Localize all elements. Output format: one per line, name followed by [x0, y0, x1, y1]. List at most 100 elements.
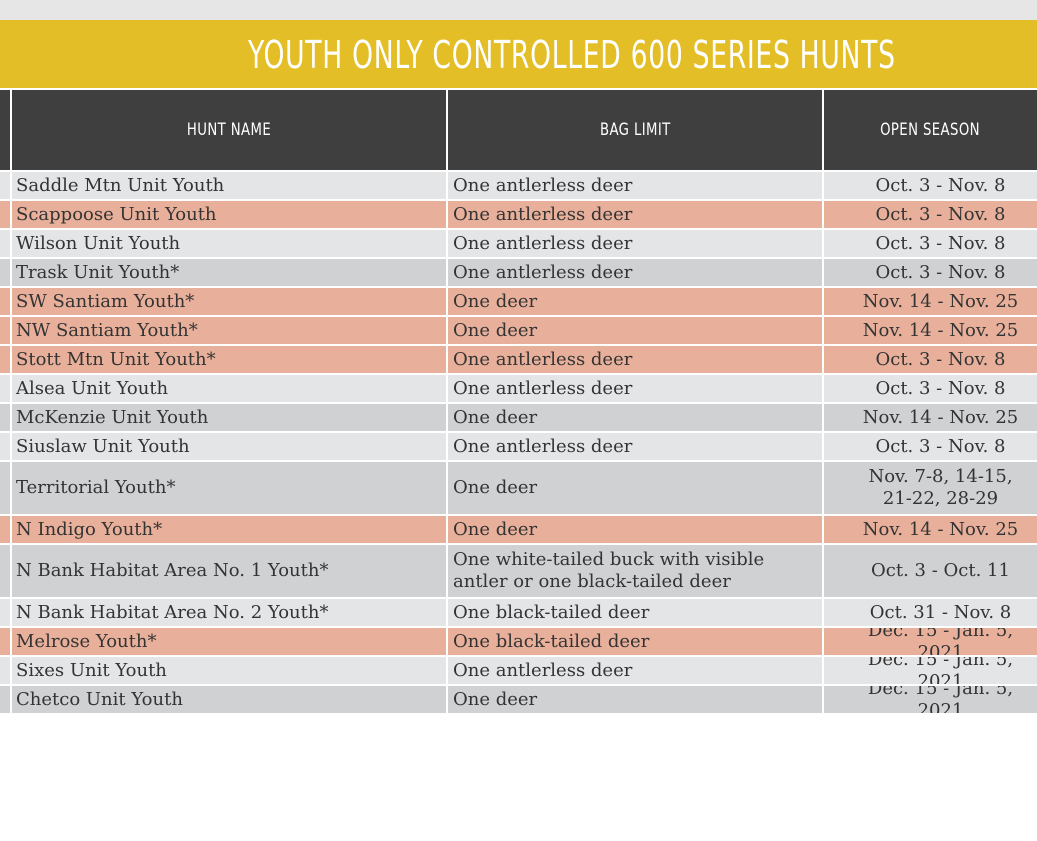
open-season-cell: Oct. 3 - Nov. 8 [824, 259, 1037, 286]
hunt-name-cell: N Indigo Youth* [12, 516, 446, 543]
header-edge-cell [0, 90, 10, 170]
row-edge-cell [0, 462, 10, 514]
table-row: Wilson Unit Youth One antlerless deer Oct.… [0, 230, 1037, 259]
row-edge-cell [0, 433, 10, 460]
table-row: Alsea Unit Youth One antlerless deer Oct. … [0, 375, 1037, 404]
table-row: NW Santiam Youth* One deer Nov. 14 - Nov. … [0, 317, 1037, 346]
open-season-cell-text: Oct. 3 - Nov. 8 [875, 348, 1006, 370]
open-season-cell: Nov. 14 - Nov. 25 [824, 317, 1037, 344]
header-open-season: OPEN SEASON [824, 90, 1037, 170]
open-season-cell-text: Dec. 15 - Jan. 5, 2021 [867, 657, 1014, 684]
bag-limit-cell-text: One antlerless deer [453, 203, 633, 225]
open-season-cell: Oct. 3 - Nov. 8 [824, 375, 1037, 402]
header-open-season-label: OPEN SEASON [880, 120, 981, 140]
open-season-cell: Oct. 3 - Nov. 8 [824, 230, 1037, 257]
bag-limit-cell: One deer [448, 317, 822, 344]
bag-limit-cell-text: One antlerless deer [453, 659, 633, 681]
bag-limit-cell-text: One antlerless deer [453, 377, 633, 399]
bag-limit-cell-text: One black-tailed deer [453, 630, 650, 652]
open-season-cell: Dec. 15 - Jan. 5, 2021 [824, 628, 1037, 655]
bag-limit-cell-text: One white-tailed buck with visible antle… [453, 549, 765, 592]
bag-limit-cell-text: One black-tailed deer [453, 601, 650, 623]
open-season-cell-text: Oct. 3 - Nov. 8 [875, 435, 1006, 457]
hunt-name-cell-text: Alsea Unit Youth [16, 377, 169, 399]
bag-limit-cell: One antlerless deer [448, 172, 822, 199]
table-row: Stott Mtn Unit Youth* One antlerless deer… [0, 346, 1037, 375]
open-season-cell: Oct. 3 - Nov. 8 [824, 172, 1037, 199]
page-title: YOUTH ONLY CONTROLLED 600 SERIES HUNTS [248, 33, 896, 77]
row-edge-cell [0, 317, 10, 344]
bag-limit-cell: One antlerless deer [448, 346, 822, 373]
table-row: N Indigo Youth* One deer Nov. 14 - Nov. 25 [0, 516, 1037, 545]
hunt-name-cell: Sixes Unit Youth [12, 657, 446, 684]
hunt-name-cell-text: Territorial Youth* [16, 477, 176, 498]
hunt-name-cell-text: Melrose Youth* [16, 630, 157, 652]
open-season-cell: Dec. 15 - Jan. 5, 2021 [824, 686, 1037, 713]
hunt-name-cell: Wilson Unit Youth [12, 230, 446, 257]
row-edge-cell [0, 288, 10, 315]
bag-limit-cell-text: One antlerless deer [453, 348, 633, 370]
bag-limit-cell: One deer [448, 686, 822, 713]
open-season-cell-text: Nov. 14 - Nov. 25 [862, 406, 1019, 428]
table-row: Chetco Unit Youth One deer Dec. 15 - Jan. … [0, 686, 1037, 715]
table-row: N Bank Habitat Area No. 2 Youth* One blac… [0, 599, 1037, 628]
bag-limit-cell: One deer [448, 288, 822, 315]
header-hunt-name: HUNT NAME [12, 90, 446, 170]
bag-limit-cell-text: One deer [453, 477, 538, 498]
hunt-name-cell: Alsea Unit Youth [12, 375, 446, 402]
table-row: Trask Unit Youth* One antlerless deer Oct.… [0, 259, 1037, 288]
open-season-cell-text: Nov. 14 - Nov. 25 [862, 290, 1019, 312]
hunt-name-cell-text: Trask Unit Youth* [16, 261, 180, 283]
open-season-cell-text: Oct. 3 - Oct. 11 [871, 560, 1010, 581]
hunts-table-body: Saddle Mtn Unit Youth One antlerless deer… [0, 172, 1037, 841]
row-edge-cell [0, 172, 10, 199]
row-edge-cell [0, 375, 10, 402]
table-row: SW Santiam Youth* One deer Nov. 14 - Nov. … [0, 288, 1037, 317]
hunt-name-cell: Stott Mtn Unit Youth* [12, 346, 446, 373]
hunt-name-cell-text: NW Santiam Youth* [16, 319, 198, 341]
row-edge-cell [0, 201, 10, 228]
hunt-name-cell-text: Chetco Unit Youth [16, 688, 183, 710]
open-season-cell: Oct. 3 - Nov. 8 [824, 433, 1037, 460]
title-banner: YOUTH ONLY CONTROLLED 600 SERIES HUNTS [0, 20, 1037, 88]
open-season-cell: Dec. 15 - Jan. 5, 2021 [824, 657, 1037, 684]
row-edge-cell [0, 628, 10, 655]
hunt-name-cell-text: SW Santiam Youth* [16, 290, 195, 312]
hunt-name-cell: Melrose Youth* [12, 628, 446, 655]
header-bag-limit: BAG LIMIT [448, 90, 822, 170]
header-hunt-name-label: HUNT NAME [186, 120, 272, 140]
open-season-cell: Nov. 14 - Nov. 25 [824, 288, 1037, 315]
top-margin-band [0, 0, 1037, 20]
hunt-name-cell: Siuslaw Unit Youth [12, 433, 446, 460]
bag-limit-cell-text: One deer [453, 518, 538, 540]
row-edge-cell [0, 230, 10, 257]
open-season-cell: Nov. 14 - Nov. 25 [824, 404, 1037, 431]
open-season-cell-text: Oct. 3 - Nov. 8 [875, 261, 1006, 283]
bag-limit-cell: One black-tailed deer [448, 599, 822, 626]
row-edge-cell [0, 516, 10, 543]
row-edge-cell [0, 686, 10, 713]
bag-limit-cell-text: One antlerless deer [453, 435, 633, 457]
hunt-name-cell: Territorial Youth* [12, 462, 446, 514]
bag-limit-cell: One black-tailed deer [448, 628, 822, 655]
hunt-name-cell-text: Scappoose Unit Youth [16, 203, 217, 225]
row-edge-cell [0, 599, 10, 626]
table-row: Saddle Mtn Unit Youth One antlerless deer… [0, 172, 1037, 201]
bag-limit-cell: One antlerless deer [448, 259, 822, 286]
open-season-cell-text: Oct. 3 - Nov. 8 [875, 203, 1006, 225]
open-season-cell: Oct. 3 - Oct. 11 [824, 545, 1037, 597]
bag-limit-cell-text: One deer [453, 290, 538, 312]
hunt-name-cell: Scappoose Unit Youth [12, 201, 446, 228]
hunt-name-cell: SW Santiam Youth* [12, 288, 446, 315]
bag-limit-cell-text: One antlerless deer [453, 232, 633, 254]
bag-limit-cell: One antlerless deer [448, 657, 822, 684]
open-season-cell-text: Oct. 3 - Nov. 8 [875, 232, 1006, 254]
hunt-name-cell-text: Stott Mtn Unit Youth* [16, 348, 216, 370]
open-season-cell: Nov. 7-8, 14-15, 21-22, 28-29 [824, 462, 1037, 514]
open-season-cell: Oct. 3 - Nov. 8 [824, 346, 1037, 373]
open-season-cell: Oct. 31 - Nov. 8 [824, 599, 1037, 626]
table-row: N Bank Habitat Area No. 1 Youth* One whit… [0, 545, 1037, 599]
bag-limit-cell: One white-tailed buck with visible antle… [448, 545, 822, 597]
open-season-cell-text: Oct. 3 - Nov. 8 [875, 174, 1006, 196]
bag-limit-cell: One antlerless deer [448, 433, 822, 460]
